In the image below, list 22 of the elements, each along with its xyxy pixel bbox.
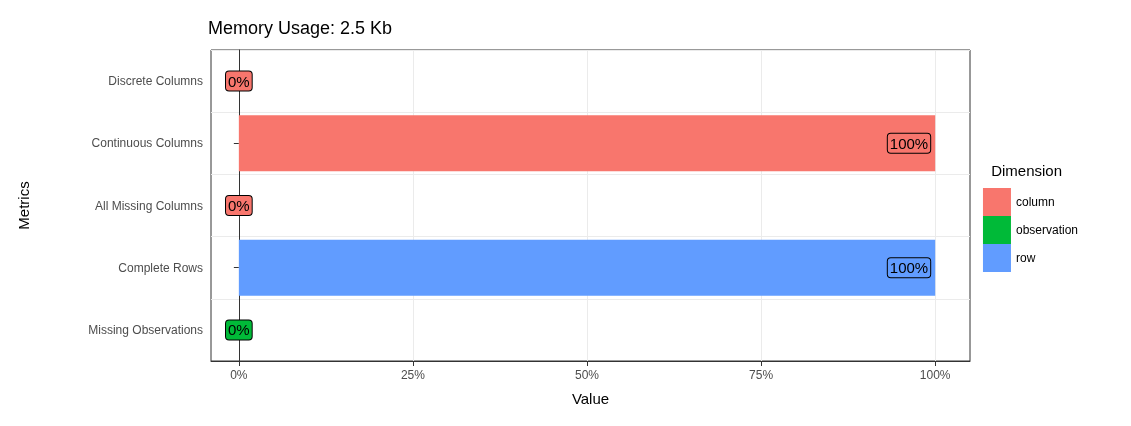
x-tick-label: 50% <box>575 368 600 382</box>
y-tick-label: Missing Observations <box>88 322 203 337</box>
x-tick-label: 25% <box>400 368 426 382</box>
data-label: 0% <box>228 72 250 90</box>
x-tick-label: 100% <box>919 368 951 382</box>
legend-title: Dimension <box>991 162 1063 179</box>
chart-title: Memory Usage: 2.5 Kb <box>208 18 393 38</box>
y-tick-label: Complete Rows <box>118 260 203 275</box>
legend-label: row <box>1015 251 1036 265</box>
legend-label: observation <box>1015 223 1079 237</box>
data-label: 100% <box>889 134 929 152</box>
x-axis-title: Value <box>571 390 610 407</box>
x-tick-label: 0% <box>230 368 248 382</box>
data-label: 0% <box>228 197 250 214</box>
x-tick-label: 75% <box>749 368 774 382</box>
legend-label: column <box>1015 195 1055 209</box>
y-tick-label: Continuous Columns <box>91 136 203 151</box>
data-label: 0% <box>228 321 250 339</box>
y-axis-title: Metrics <box>15 181 32 230</box>
y-tick-label: All Missing Columns <box>94 198 203 213</box>
data-label: 100% <box>889 259 929 277</box>
y-tick-label: Discrete Columns <box>108 74 203 89</box>
